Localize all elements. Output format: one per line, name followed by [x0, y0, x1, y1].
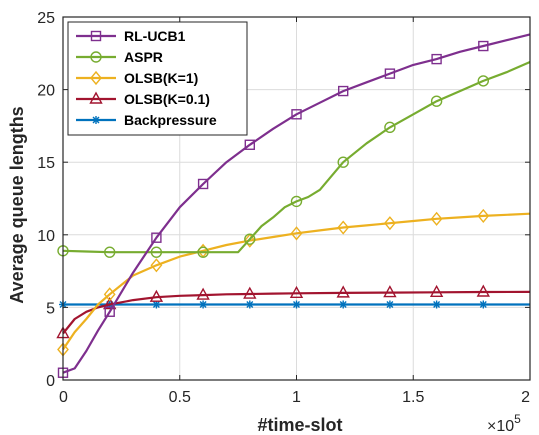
data-point-marker: [430, 211, 443, 226]
x-tick-label: 2: [521, 389, 530, 406]
data-point-marker: [243, 233, 256, 248]
data-point-marker: [291, 109, 302, 120]
series-rl-ucb1: [57, 33, 531, 378]
data-point-marker: [290, 195, 303, 208]
data-point-marker: [432, 300, 441, 309]
data-point-marker: [337, 220, 350, 235]
legend-entry: RL-UCB1: [76, 28, 186, 44]
asterisk-stroke: [199, 301, 207, 308]
data-point-marker: [336, 285, 350, 298]
legend-marker: [92, 116, 100, 124]
legend-label: OLSB(K=1): [124, 70, 198, 86]
legend-marker: [90, 70, 102, 86]
y-tick-label: 15: [37, 155, 55, 172]
y-tick-label: 0: [46, 373, 55, 390]
legend-marker: [89, 91, 103, 104]
x-multiplier-exponent: 5: [514, 412, 521, 426]
data-point-marker: [149, 289, 164, 302]
legend-marker: [90, 30, 102, 42]
x-tick-label: 0.5: [169, 389, 191, 406]
legend-entry: ASPR: [76, 49, 163, 65]
legend-label: OLSB(K=0.1): [124, 91, 210, 107]
asterisk-stroke: [433, 301, 441, 308]
series-line: [62, 212, 531, 351]
x-tick-label: 1.5: [402, 389, 424, 406]
legend-label: ASPR: [124, 49, 163, 65]
legend-entry: OLSB(K=0.1): [76, 91, 210, 107]
y-tick-label: 20: [37, 83, 55, 100]
data-point-marker: [385, 300, 394, 309]
series-lines: [56, 33, 531, 378]
asterisk-stroke: [339, 301, 347, 308]
data-point-marker: [151, 232, 162, 243]
data-point-marker: [384, 121, 396, 134]
data-point-marker: [478, 40, 489, 52]
data-point-marker: [197, 246, 209, 258]
x-multiplier-base: ×10: [487, 418, 514, 435]
legend: RL-UCB1 ASPR OLSB(K=1) OLSB(K=0.1) Backpress…: [67, 21, 248, 136]
y-tick-label: 25: [37, 10, 55, 27]
data-point-marker: [103, 246, 116, 258]
data-point-marker: [477, 208, 490, 224]
data-point-marker: [431, 53, 442, 65]
data-point-marker: [103, 287, 116, 302]
data-point-marker: [244, 139, 256, 150]
data-point-marker: [289, 285, 304, 299]
data-point-marker: [104, 306, 115, 317]
legend-entry: Backpressure: [76, 112, 217, 128]
data-point-marker: [479, 300, 488, 309]
x-axis-label: #time-slot: [257, 415, 342, 435]
data-point-marker: [383, 216, 396, 231]
asterisk-stroke: [479, 301, 487, 308]
data-point-marker: [103, 297, 117, 310]
asterisk-stroke: [246, 301, 254, 308]
x-tick-label: 0: [59, 389, 68, 406]
data-point-marker: [292, 300, 301, 309]
data-point-marker: [243, 286, 257, 299]
data-point-marker: [339, 300, 348, 309]
data-point-marker: [196, 287, 210, 300]
data-point-marker: [338, 85, 349, 97]
data-point-marker: [290, 226, 303, 241]
series-aspr: [57, 60, 531, 258]
data-point-marker: [245, 300, 254, 309]
legend-label: RL-UCB1: [124, 28, 186, 44]
data-point-marker: [430, 95, 443, 107]
data-point-marker: [337, 156, 349, 168]
series-line: [62, 60, 531, 254]
data-point-marker: [383, 285, 397, 298]
asterisk-stroke: [92, 116, 100, 124]
asterisk-stroke: [293, 301, 300, 308]
y-tick-label: 5: [46, 300, 55, 317]
series-line: [62, 33, 531, 374]
data-point-marker: [244, 233, 256, 245]
legend-label: Backpressure: [124, 112, 217, 128]
legend-marker: [90, 51, 102, 63]
legend-entry: OLSB(K=1): [76, 70, 198, 86]
data-point-marker: [429, 284, 444, 297]
data-point-marker: [150, 246, 163, 258]
data-point-marker: [199, 300, 208, 309]
asterisk-stroke: [152, 301, 160, 308]
data-point-marker: [477, 75, 489, 87]
tick-marks: [62, 16, 531, 381]
data-point-marker: [476, 284, 490, 297]
y-tick-label: 10: [37, 228, 55, 245]
data-point-marker: [384, 68, 396, 79]
asterisk-stroke: [386, 301, 394, 308]
data-point-marker: [150, 258, 163, 273]
x-axis-multiplier: ×105: [487, 412, 521, 435]
x-tick-label: 1: [292, 389, 301, 406]
data-point-marker: [197, 178, 209, 190]
y-axis-label: Average queue lengths: [7, 106, 27, 303]
